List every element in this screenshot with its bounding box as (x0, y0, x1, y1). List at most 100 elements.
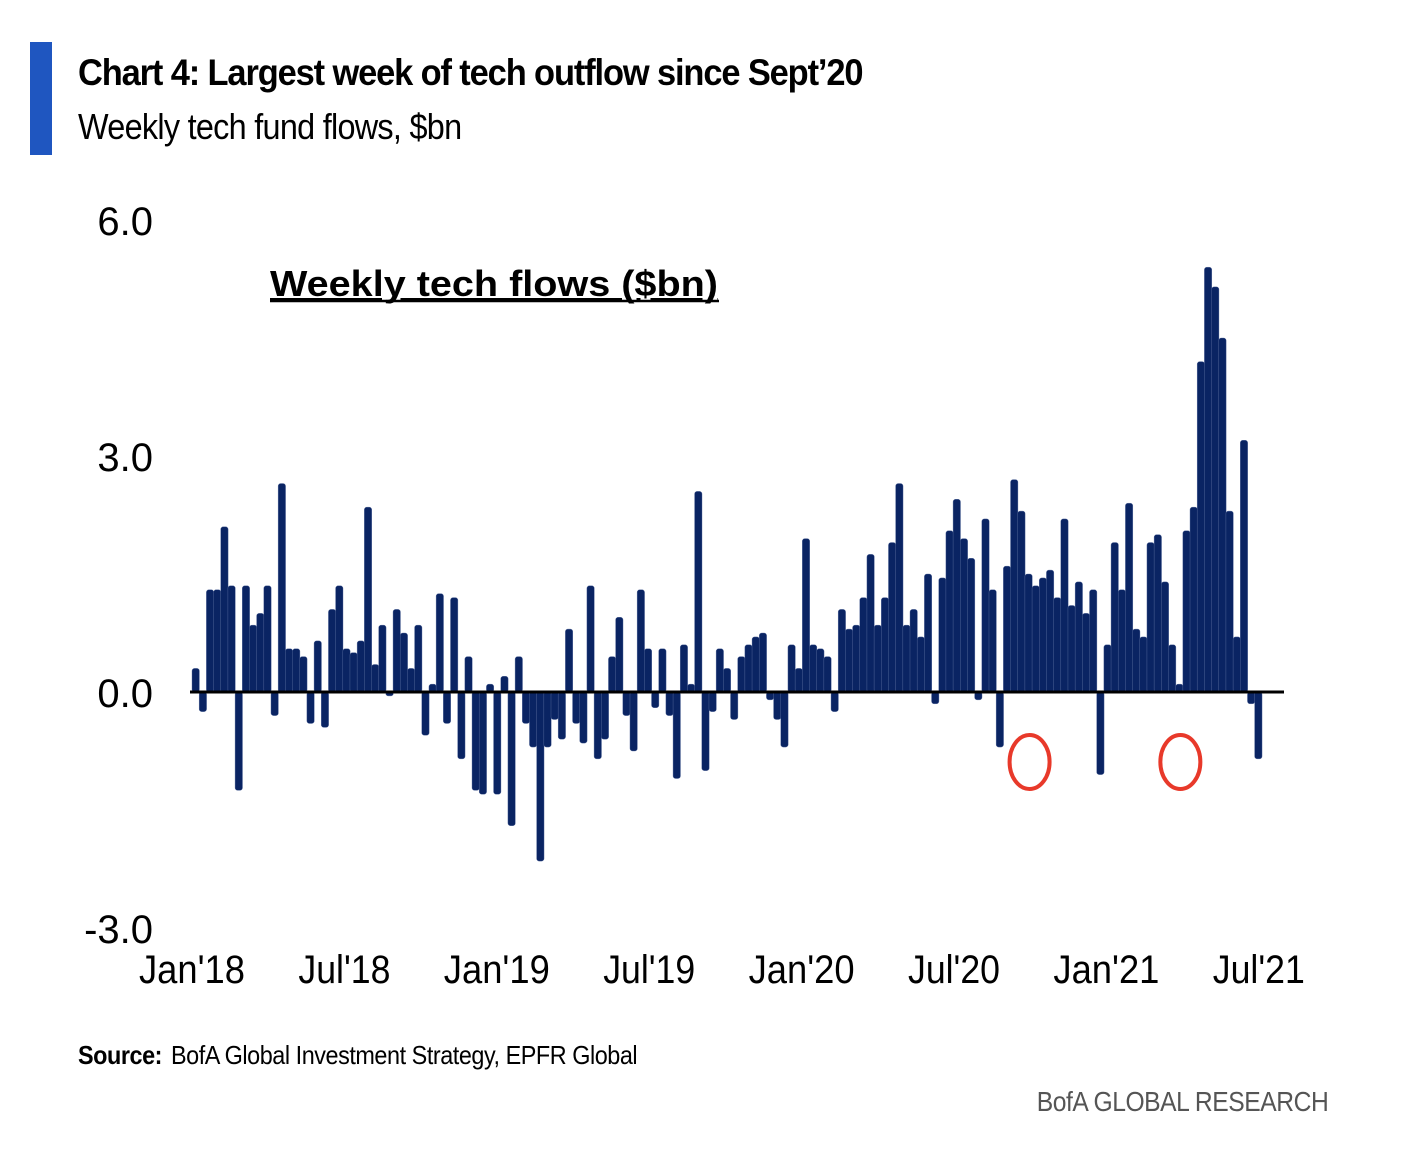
bar (622, 691, 631, 716)
bar (586, 585, 595, 693)
bar (514, 656, 523, 693)
x-tick-label: Jul'19 (603, 948, 695, 992)
bar (981, 518, 990, 693)
legend-label: Weekly tech flows ($bn) (270, 263, 718, 304)
bar (830, 691, 839, 712)
bar (206, 589, 214, 693)
bar (644, 648, 652, 693)
bar (1189, 506, 1198, 693)
bar (1125, 503, 1134, 693)
bar (931, 691, 940, 705)
bar (924, 573, 932, 693)
source-note: Source: BofA Global Investment Strategy, … (78, 1040, 638, 1071)
bar (407, 668, 415, 693)
bar (457, 691, 466, 760)
bar (335, 585, 344, 693)
bar (658, 648, 667, 693)
y-tick-label: 3.0 (97, 436, 153, 480)
bar (522, 691, 530, 724)
bar (1017, 510, 1026, 693)
x-tick-label: Jan'19 (444, 948, 550, 992)
bar (198, 691, 207, 712)
bar (802, 538, 810, 693)
bar (507, 691, 516, 826)
bar (895, 483, 904, 693)
bar (960, 538, 968, 693)
bar (1153, 534, 1162, 693)
bar (852, 624, 861, 693)
bar (1074, 581, 1083, 693)
bar (845, 628, 853, 693)
bar (1196, 361, 1205, 693)
bar (285, 648, 293, 693)
bar (809, 644, 818, 693)
bar (1096, 691, 1105, 775)
bar (680, 644, 688, 693)
bar (191, 668, 200, 693)
bar (1060, 518, 1069, 693)
bar-chart: 6.03.00.0-3.0 Jan'18 Jul'18 Jan'19 Jul'19 Ja… (84, 200, 1305, 992)
bar (938, 577, 947, 693)
x-tick-label: Jan'18 (139, 948, 245, 992)
bar (220, 526, 229, 693)
bar (1182, 530, 1191, 693)
bar (579, 691, 588, 744)
bar (1168, 644, 1177, 693)
bar (787, 644, 796, 693)
bar (392, 609, 401, 693)
bar (1211, 286, 1220, 693)
bar (321, 691, 329, 728)
bar (450, 597, 459, 693)
bar (328, 609, 337, 693)
bar (306, 691, 315, 724)
bar (838, 609, 846, 693)
bar (909, 609, 918, 693)
y-tick-label: -3.0 (84, 908, 153, 952)
bar (1003, 565, 1011, 693)
bar (701, 691, 710, 771)
bar (471, 691, 480, 791)
brand-label: BofA GLOBAL RESEARCH (1036, 1086, 1328, 1117)
bar (421, 691, 430, 736)
bar (1039, 577, 1047, 693)
highlight-circle (1007, 733, 1052, 791)
bar (1118, 589, 1126, 693)
bar (493, 691, 502, 795)
bar (464, 656, 473, 693)
bar (1110, 542, 1119, 693)
bar (1225, 510, 1234, 693)
bar (270, 691, 279, 716)
y-axis: 6.0 3.0 0.0 -3.0 (84, 200, 153, 952)
bar (1247, 691, 1256, 705)
bar (601, 691, 609, 740)
bar (479, 691, 487, 795)
bar (1053, 597, 1062, 693)
bar (263, 585, 272, 693)
bar (1254, 691, 1263, 760)
bar (1232, 636, 1241, 693)
bar (1024, 573, 1033, 693)
bar (342, 648, 351, 693)
bar (967, 558, 976, 693)
bar (737, 656, 746, 693)
chart-subtitle: Weekly tech fund flows, $bn (78, 106, 462, 147)
bar (665, 691, 674, 716)
bar (500, 676, 509, 693)
source-text: BofA Global Investment Strategy, EPFR Gl… (170, 1040, 638, 1070)
bar (378, 624, 387, 693)
bar (823, 656, 832, 693)
bar (816, 648, 825, 693)
bar (356, 640, 365, 693)
x-tick-label: Jul'20 (908, 948, 1000, 992)
bar (859, 597, 868, 693)
header-accent-bar (30, 42, 52, 155)
bar (873, 624, 882, 693)
bar (557, 691, 566, 740)
bar (1132, 628, 1141, 693)
bar (400, 632, 408, 693)
y-tick-label: 0.0 (97, 672, 153, 716)
bar (636, 589, 645, 693)
bar (730, 691, 739, 720)
bar (1089, 589, 1098, 693)
bar (550, 691, 559, 720)
